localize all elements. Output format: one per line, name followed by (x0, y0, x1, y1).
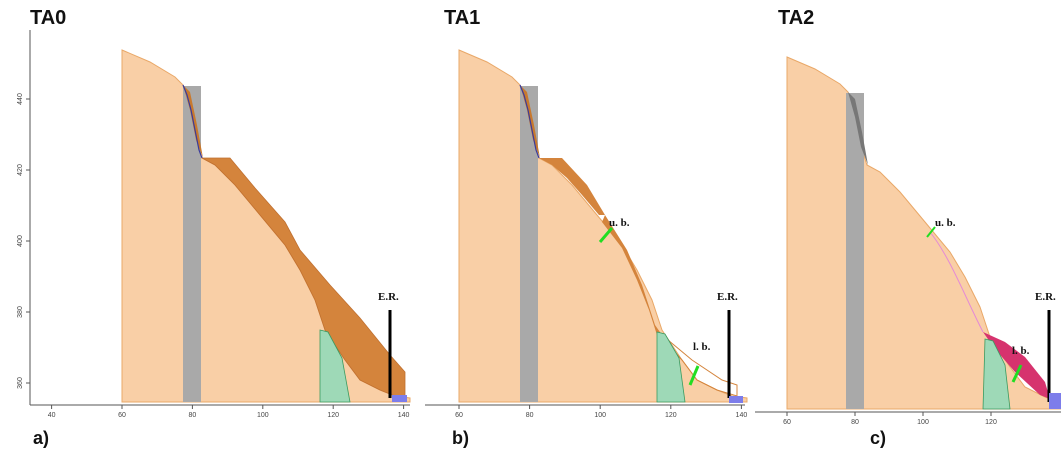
panel-title: TA2 (778, 7, 814, 29)
x-tick-label: 120 (985, 419, 997, 426)
annotation: l. b. (1012, 345, 1030, 357)
x-tick-label: 60 (455, 412, 463, 419)
y-tick-label: 400 (17, 235, 24, 247)
panel-b: TA1 b) u. b. l. b. E.R. (444, 7, 748, 448)
y-tick-label: 420 (17, 164, 24, 176)
panel-label: c) (870, 428, 886, 448)
x-tick-label: 60 (118, 412, 126, 419)
x-tick-label: 80 (851, 419, 859, 426)
x-tick-label: 100 (594, 412, 606, 419)
panel-title: TA0 (30, 7, 66, 29)
x-tick-label: 140 (736, 412, 748, 419)
x-tick-label: 100 (917, 419, 929, 426)
x-tick-label: 80 (526, 412, 534, 419)
x-tick-label: 140 (398, 412, 410, 419)
annotation: u. b. (609, 217, 630, 229)
annotation: E.R. (1035, 291, 1056, 303)
panel-label: a) (33, 428, 49, 448)
panel-c: TA2 c) u. b. l. b. E.R. (778, 7, 1061, 448)
panel-title: TA1 (444, 7, 480, 29)
x-tick-label: 120 (665, 412, 677, 419)
x-tick-label: 80 (189, 412, 197, 419)
y-tick-label: 360 (17, 377, 24, 389)
annotation: E.R. (378, 291, 399, 303)
x-tick-label: 40 (48, 412, 56, 419)
annotation: u. b. (935, 217, 956, 229)
panel-a: TA0 a) E.R. (30, 7, 411, 448)
panel-label: b) (452, 428, 469, 448)
x-tick-label: 100 (257, 412, 269, 419)
y-tick-label: 380 (17, 306, 24, 318)
y-tick-label: 440 (17, 93, 24, 105)
x-tick-label: 60 (783, 419, 791, 426)
annotation: l. b. (693, 341, 711, 353)
x-tick-label: 120 (327, 412, 339, 419)
annotation: E.R. (717, 291, 738, 303)
